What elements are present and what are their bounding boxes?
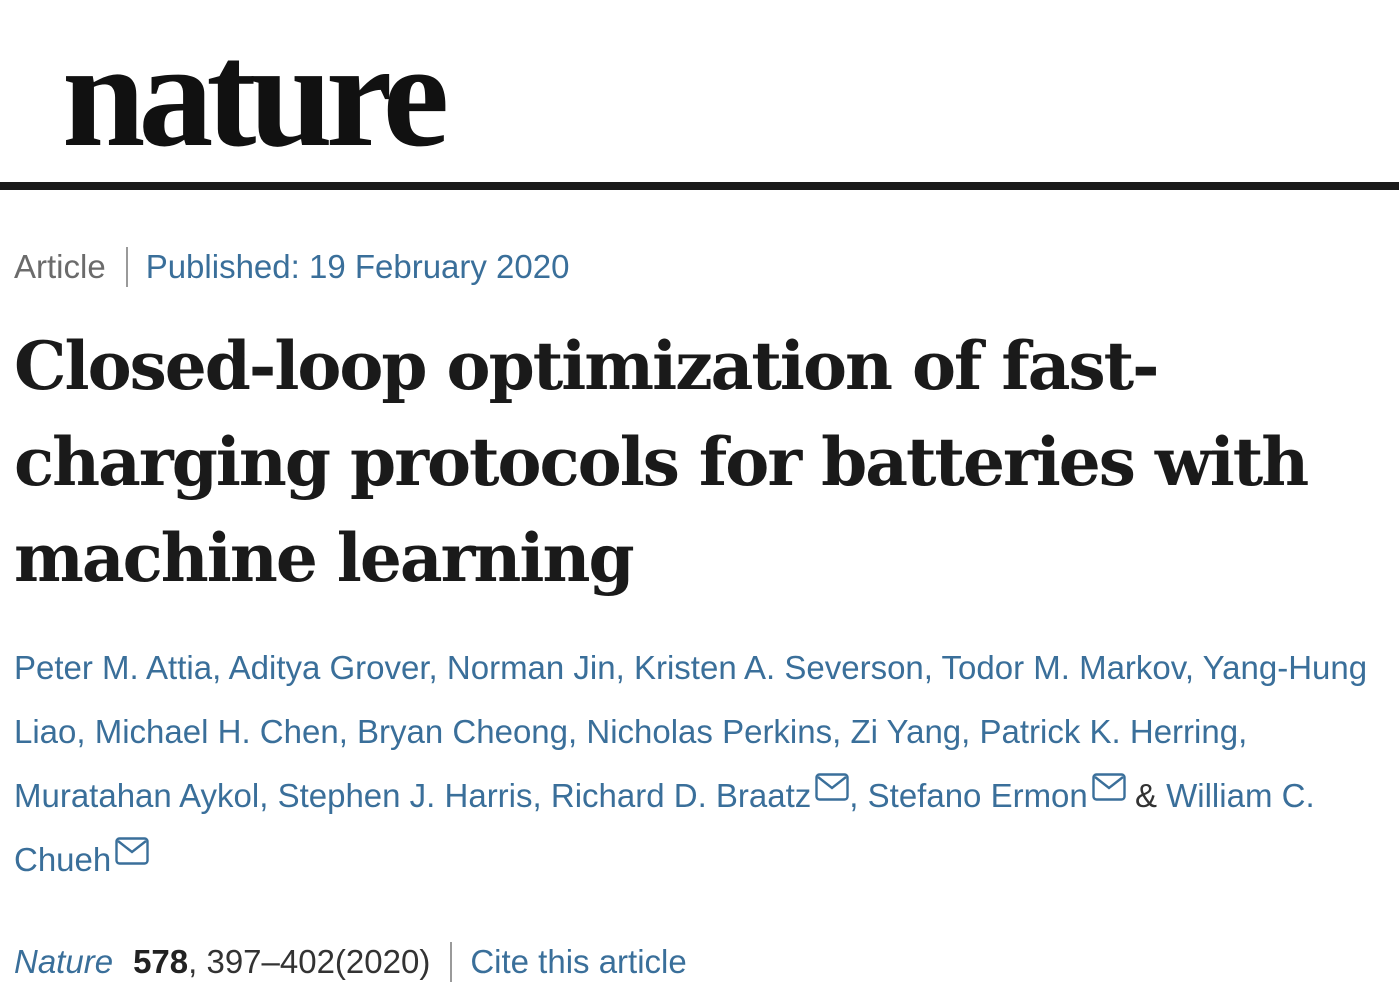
author-item: William C. Chueh [14, 777, 1315, 878]
author-item: Nicholas Perkins [586, 713, 832, 750]
journal-pages: , 397–402(2020) [188, 943, 431, 980]
mail-icon[interactable] [815, 773, 849, 801]
author-separator: , [1238, 713, 1248, 750]
author-name-link[interactable]: Kristen A. Severson [633, 649, 924, 686]
mail-icon[interactable] [115, 837, 149, 865]
author-separator: , [923, 649, 942, 686]
author-separator: , [849, 777, 868, 814]
citation-line: Nature 578 , 397–402(2020) Cite this art… [14, 940, 687, 984]
author-item: Kristen A. Severson [634, 649, 924, 686]
author-name-link[interactable]: Patrick K. Herring [979, 713, 1239, 750]
author-item: Patrick K. Herring [980, 713, 1239, 750]
article-title: Closed-loop optimization of fast-chargin… [14, 327, 1309, 597]
author-item: Peter M. Attia [14, 649, 212, 686]
author-item: Aditya Grover [229, 649, 429, 686]
author-separator: , [1184, 649, 1203, 686]
article-type: Article [14, 248, 106, 285]
author-separator: , [428, 649, 447, 686]
author-name-link[interactable]: Richard D. Braatz [550, 777, 812, 814]
author-separator: , [76, 713, 95, 750]
author-name-link[interactable]: Peter M. Attia [14, 649, 213, 686]
author-name-link[interactable]: Norman Jin [446, 649, 616, 686]
publication-date: Published: 19 February 2020 [145, 248, 570, 285]
cite-this-article-link[interactable]: Cite this article [470, 943, 687, 980]
author-item: Michael H. Chen [95, 713, 339, 750]
nature-logo[interactable]: nature [62, 12, 449, 178]
author-item: Norman Jin [447, 649, 616, 686]
author-separator: , [532, 777, 551, 814]
author-item: Bryan Cheong [357, 713, 568, 750]
author-item: Stefano Ermon [867, 773, 1126, 814]
author-name-link[interactable]: Bryan Cheong [357, 713, 569, 750]
author-separator: , [961, 713, 980, 750]
author-separator: , [259, 777, 278, 814]
author-item: Yang-Hung Liao [14, 649, 1367, 750]
author-separator: , [568, 713, 587, 750]
author-list: Peter M. Attia, Aditya Grover, Norman Ji… [14, 636, 1399, 892]
author-name-link[interactable]: Zi Yang [850, 713, 962, 750]
author-name-link[interactable]: Muratahan Aykol [14, 777, 260, 814]
author-name-link[interactable]: Yang-Hung Liao [14, 649, 1368, 750]
author-joiner: & [1134, 777, 1167, 814]
author-separator: , [832, 713, 851, 750]
author-name-link[interactable]: Stefano Ermon [867, 777, 1088, 814]
author-name-link[interactable]: Nicholas Perkins [586, 713, 833, 750]
header-divider [0, 182, 1399, 190]
author-item: Muratahan Aykol [14, 777, 259, 814]
author-item: Zi Yang [850, 713, 961, 750]
journal-name[interactable]: Nature [14, 943, 114, 980]
author-name-link[interactable]: Todor M. Markov [941, 649, 1185, 686]
author-item: Todor M. Markov [942, 649, 1185, 686]
author-separator: , [338, 713, 358, 750]
author-separator: , [212, 649, 229, 686]
mail-icon[interactable] [1092, 773, 1126, 801]
author-name-link[interactable]: Stephen J. Harris [277, 777, 533, 814]
journal-volume: 578 [133, 943, 189, 980]
author-name-link[interactable]: Aditya Grover [228, 649, 429, 686]
author-separator: , [615, 649, 634, 686]
citation-separator [450, 942, 453, 982]
article-meta: Article Published: 19 February 2020 [14, 246, 569, 288]
meta-separator [125, 247, 128, 287]
author-item: Stephen J. Harris [278, 777, 533, 814]
author-name-link[interactable]: Michael H. Chen [94, 713, 339, 750]
author-name-link[interactable]: William C. Chueh [14, 777, 1315, 878]
author-item: Richard D. Braatz [550, 773, 849, 814]
